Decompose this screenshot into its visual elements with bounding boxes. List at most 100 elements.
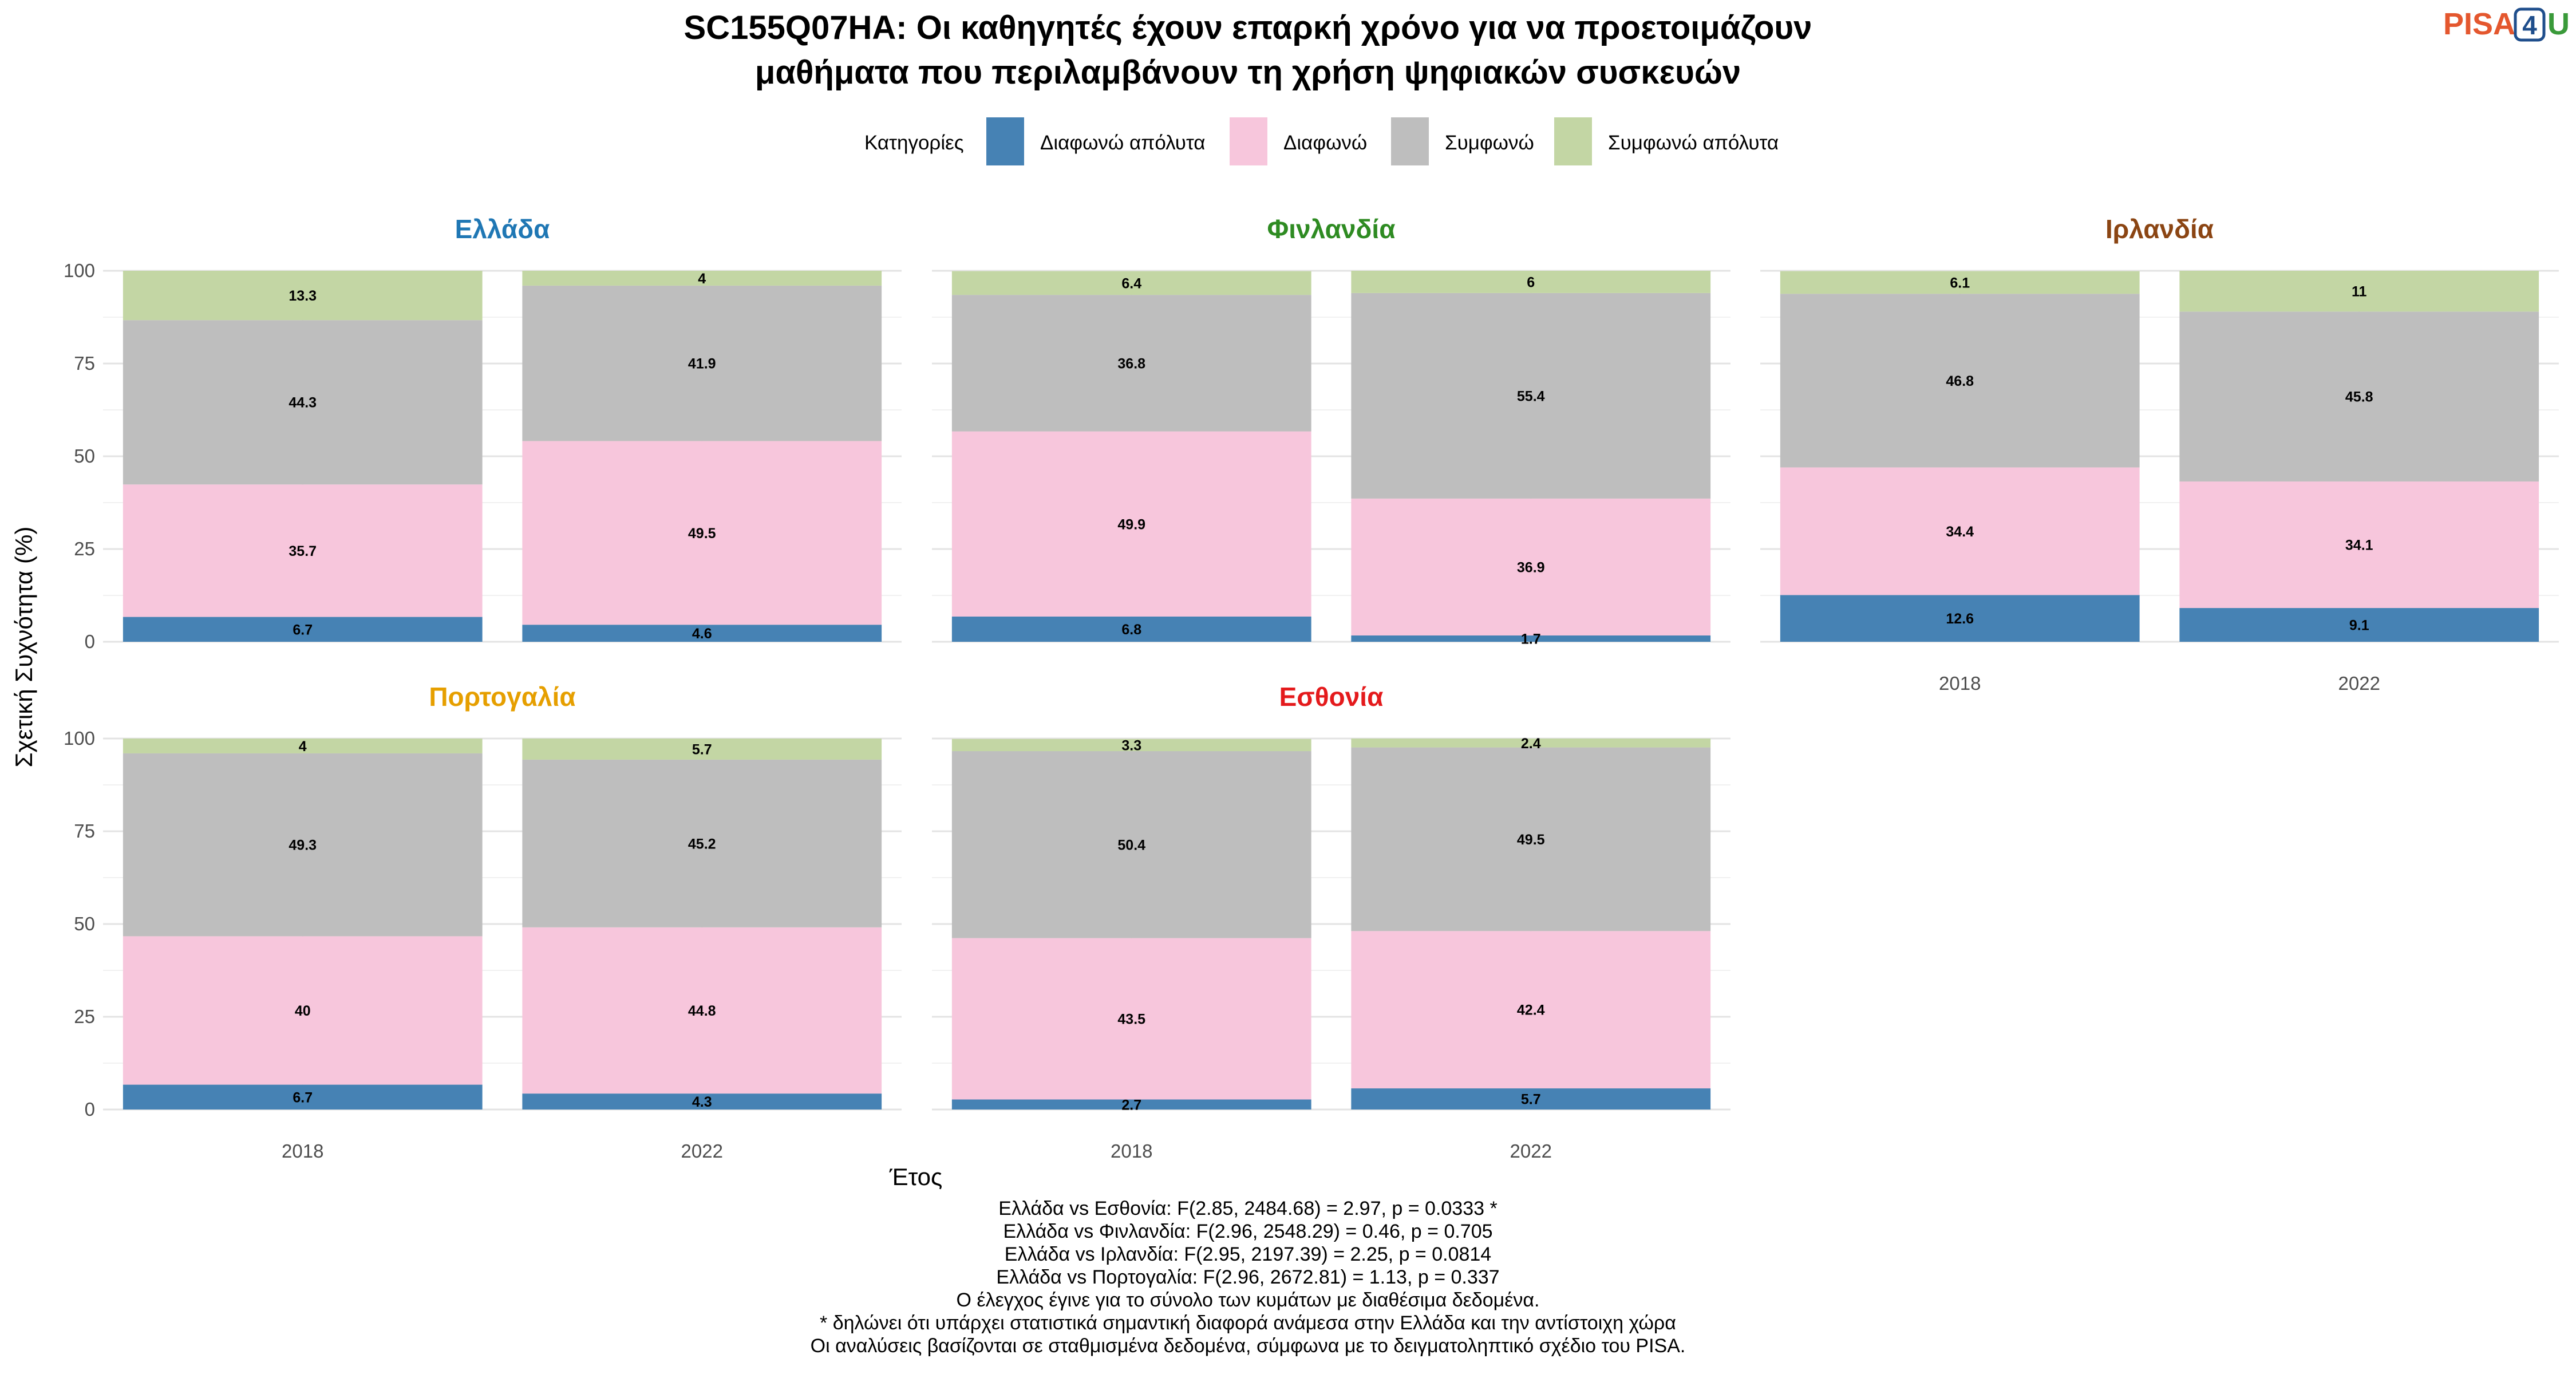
bar-segment <box>123 753 483 937</box>
bar-value-label: 49.3 <box>289 838 317 854</box>
x-tick-label: 2022 <box>681 1140 723 1162</box>
bar-segment <box>951 739 1311 752</box>
bar-segment <box>522 927 882 1094</box>
y-tick-label: 25 <box>74 538 95 559</box>
bar-segment <box>1351 739 1711 748</box>
bar-segment <box>951 751 1311 938</box>
caption-line: Ελλάδα vs Εσθονία: F(2.85, 2484.68) = 2.… <box>998 1198 1497 1219</box>
bar-segment <box>522 1093 882 1110</box>
facet-panel: Ιρλανδία 12.6 34.4 46.8 6.1 2018 9.1 34.1 45.8 11… <box>1760 214 2559 694</box>
facet-panel: Φινλανδία 6.8 49.9 36.8 6.4 1.7 36.9 55.4 6 <box>932 214 1730 647</box>
bar-value-label: 44.8 <box>688 1003 716 1019</box>
y-tick-label: 75 <box>74 353 95 374</box>
chart-title-line1: SC155Q07HA: Οι καθηγητές έχουν επαρκή χρ… <box>684 9 1812 46</box>
bar-segment <box>123 739 483 753</box>
y-axis-title: Σχετική Συχνότητα (%) <box>10 527 37 768</box>
x-tick-label: 2018 <box>1939 673 1981 694</box>
caption-block: Ελλάδα vs Εσθονία: F(2.85, 2484.68) = 2.… <box>811 1198 1686 1357</box>
bar-segment <box>1780 467 2140 595</box>
bar-segment <box>1351 271 1711 293</box>
legend-key-2 <box>1230 117 1267 165</box>
legend-label-2: Διαφωνώ <box>1283 132 1367 154</box>
caption-line: Ελλάδα vs Πορτογαλία: F(2.96, 2672.81) =… <box>996 1266 1499 1288</box>
bar-value-label: 34.1 <box>2345 538 2373 554</box>
bar-value-label: 49.5 <box>688 526 716 542</box>
facet-title: Φινλανδία <box>1267 214 1396 244</box>
bar-value-label: 45.2 <box>688 836 716 852</box>
bar-value-label: 46.8 <box>1946 373 1974 389</box>
bar-value-label: 13.3 <box>289 288 317 304</box>
bar-value-label: 50.4 <box>1117 837 1145 853</box>
logo-box <box>2514 7 2546 42</box>
chart-title-line2: μαθήματα που περιλαμβάνουν τη χρήση ψηφι… <box>755 54 1741 91</box>
bar-segment <box>1351 931 1711 1089</box>
y-tick-label: 50 <box>74 913 95 934</box>
bar-value-label: 43.5 <box>1117 1012 1145 1028</box>
legend-label-4: Συμφωνώ απόλυτα <box>1608 132 1779 154</box>
legend-key-1 <box>986 117 1024 165</box>
caption-line: Ο έλεγχος έγινε για το σύνολο των κυμάτω… <box>957 1289 1540 1311</box>
facet-panels: 0 25 50 75 100 Ελλάδα 6.7 35.7 44.3 13.3 4.6 49.5 41… <box>64 214 2559 1162</box>
bar-segment <box>522 625 882 642</box>
legend: Κατηγορίες Διαφωνώ απόλυτα Διαφωνώ Συμφωνώ… <box>864 117 1779 165</box>
x-tick-label: 2018 <box>282 1140 323 1162</box>
bar-segment <box>1780 595 2140 642</box>
facet-panel: 0 25 50 75 100 Ελλάδα 6.7 35.7 44.3 13.3 4.6 49.5 41… <box>64 214 902 652</box>
bar-segment <box>522 739 882 760</box>
pisa4u-logo: PISA 4 U <box>2443 7 2570 42</box>
logo-four-text: 4 <box>2522 10 2537 40</box>
legend-key-3 <box>1391 117 1429 165</box>
bar-segment <box>2179 271 2539 312</box>
bar-segment <box>951 1099 1311 1110</box>
bar-value-label: 4.6 <box>692 626 712 642</box>
bar-segment <box>951 431 1311 617</box>
logo-pisa-text: PISA <box>2443 7 2515 41</box>
bar-value-label: 6.8 <box>1121 622 1141 638</box>
bar-segment <box>123 617 483 642</box>
bar-segment <box>1351 747 1711 931</box>
bar-value-label: 49.5 <box>1517 832 1545 848</box>
bar-value-label: 6.1 <box>1950 275 1970 291</box>
y-tick-label: 0 <box>85 1099 95 1120</box>
y-tick-label: 100 <box>64 728 95 749</box>
bar-value-label: 6 <box>1527 274 1535 290</box>
bar-value-label: 44.3 <box>289 395 317 411</box>
caption-line: Ελλάδα vs Φινλανδία: F(2.96, 2548.29) = … <box>1003 1221 1492 1242</box>
bar-value-label: 2.4 <box>1521 736 1541 752</box>
legend-label-3: Συμφωνώ <box>1445 132 1534 154</box>
caption-line: Οι αναλύσεις βασίζονται σε σταθμισμένα δ… <box>811 1335 1686 1357</box>
y-tick-label: 75 <box>74 820 95 842</box>
bar-value-label: 34.4 <box>1946 524 1974 540</box>
bar-segment <box>1351 293 1711 499</box>
bar-value-label: 5.7 <box>692 741 712 757</box>
bar-value-label: 6.4 <box>1121 275 1141 291</box>
x-axis-title: Έτος <box>889 1163 943 1190</box>
caption-line: Ελλάδα vs Ιρλανδία: F(2.95, 2197.39) = 2… <box>1005 1243 1491 1265</box>
bar-segment <box>522 759 882 927</box>
bar-segment <box>123 1084 483 1110</box>
caption-line: * δηλώνει ότι υπάρχει στατιστικά σημαντι… <box>820 1312 1676 1334</box>
bar-value-label: 6.7 <box>293 622 313 638</box>
bar-value-label: 2.7 <box>1121 1097 1141 1113</box>
bar-value-label: 9.1 <box>2349 618 2369 634</box>
y-tick-label: 0 <box>85 631 95 652</box>
bar-segment <box>123 484 483 617</box>
bar-segment <box>1351 498 1711 635</box>
bar-value-label: 6.7 <box>293 1089 313 1105</box>
facet-title: Ελλάδα <box>455 214 550 244</box>
legend-title: Κατηγορίες <box>864 132 964 154</box>
bar-segment <box>1780 294 2140 468</box>
bar-value-label: 35.7 <box>289 543 317 559</box>
bar-segment <box>2179 481 2539 609</box>
legend-key-4 <box>1554 117 1592 165</box>
bar-value-label: 55.4 <box>1517 388 1545 404</box>
bar-value-label: 42.4 <box>1517 1002 1545 1018</box>
bar-value-label: 40 <box>295 1003 311 1019</box>
bar-value-label: 41.9 <box>688 356 716 372</box>
bar-segment <box>522 271 882 286</box>
bar-segment <box>951 271 1311 295</box>
bar-value-label: 4 <box>299 739 307 755</box>
x-tick-label: 2022 <box>1510 1140 1552 1162</box>
facet-panel: 0 25 50 75 100 Πορτογαλία 6.7 40 49.3 4 2018 4.3 44.… <box>64 682 902 1162</box>
